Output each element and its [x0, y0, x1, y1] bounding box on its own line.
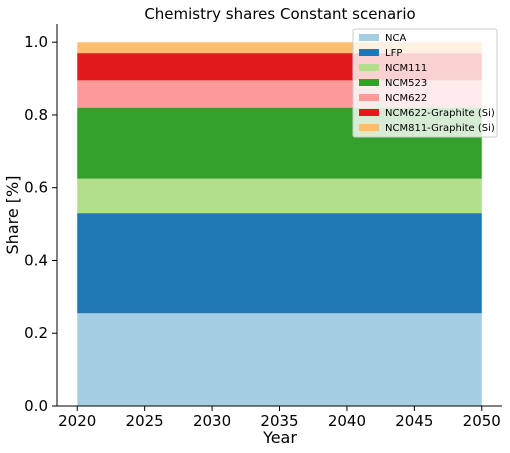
- legend-swatch-ncm622: [359, 94, 379, 101]
- legend-swatch-ncm811-graphite-si: [359, 124, 379, 131]
- legend-label-ncm111: NCM111: [385, 63, 427, 74]
- legend-label-lfp: LFP: [385, 48, 402, 59]
- legend-frame: [352, 28, 498, 138]
- y-tick-label: 0.6: [24, 179, 48, 197]
- legend-swatch-ncm523: [359, 79, 379, 86]
- x-axis-ticks: 2020 2025 2030 2035 2040 2045 2050: [58, 406, 501, 430]
- x-tick-label: 2050: [463, 412, 501, 430]
- y-tick-label: 0.2: [24, 324, 48, 342]
- legend-label-ncm622-graphite-si: NCM622-Graphite (Si): [385, 108, 495, 119]
- y-tick-label: 0.4: [24, 251, 48, 269]
- legend-swatch-ncm111: [359, 64, 379, 71]
- legend: NCA LFP NCM111 NCM523 NCM622 NCM622-Graphite …: [352, 28, 498, 138]
- y-tick-label: 0.0: [24, 397, 48, 415]
- legend-swatch-lfp: [359, 49, 379, 56]
- y-axis-ticks: 0.0 0.2 0.4 0.6 0.8 1.0: [24, 33, 57, 415]
- y-axis-title: Share [%]: [3, 176, 22, 255]
- x-tick-label: 2035: [260, 412, 298, 430]
- chart-title: Chemistry shares Constant scenario: [144, 5, 415, 23]
- legend-label-ncm811-graphite-si: NCM811-Graphite (Si): [385, 123, 495, 134]
- x-tick-label: 2025: [126, 412, 164, 430]
- legend-label-ncm523: NCM523: [385, 78, 427, 89]
- area-series-nca: [77, 313, 482, 406]
- legend-label-nca: NCA: [385, 33, 406, 44]
- x-tick-label: 2040: [328, 412, 366, 430]
- y-tick-label: 0.8: [24, 106, 48, 124]
- x-tick-label: 2030: [193, 412, 231, 430]
- area-series-layer: [77, 42, 482, 406]
- area-series-lfp: [77, 213, 482, 314]
- y-tick-label: 1.0: [24, 33, 48, 51]
- area-series-ncm111: [77, 178, 482, 214]
- legend-label-ncm622: NCM622: [385, 93, 427, 104]
- x-axis-title: Year: [262, 428, 297, 447]
- x-tick-label: 2020: [58, 412, 96, 430]
- x-tick-label: 2045: [395, 412, 433, 430]
- legend-swatch-ncm622-graphite-si: [359, 109, 379, 116]
- legend-swatch-nca: [359, 34, 379, 41]
